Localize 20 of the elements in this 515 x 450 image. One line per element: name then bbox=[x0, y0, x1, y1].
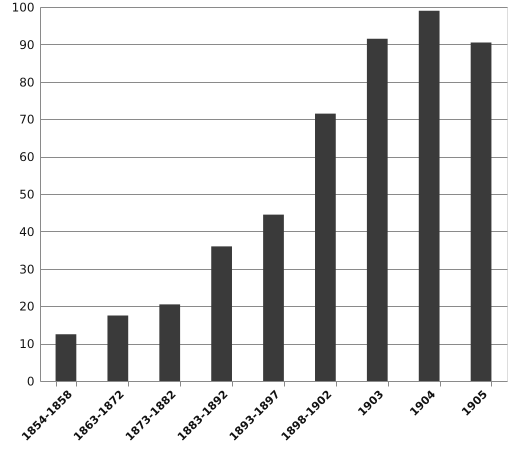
y-tick-label: 40 bbox=[19, 224, 34, 239]
y-tick-label: 100 bbox=[12, 0, 34, 14]
bar bbox=[418, 10, 440, 381]
bar bbox=[366, 38, 388, 381]
bar bbox=[263, 214, 284, 381]
y-tick-label: 80 bbox=[19, 75, 34, 90]
y-tick-label: 30 bbox=[19, 262, 34, 276]
bar bbox=[315, 114, 336, 381]
bar bbox=[211, 246, 232, 381]
bar bbox=[159, 304, 180, 381]
bar bbox=[107, 316, 128, 381]
y-tick-label: 10 bbox=[19, 337, 34, 352]
y-tick-label: 0 bbox=[26, 374, 34, 388]
y-tick-label: 70 bbox=[19, 112, 34, 127]
y-tick-label: 50 bbox=[19, 188, 34, 202]
bar bbox=[470, 42, 492, 381]
y-tick-label: 60 bbox=[19, 150, 34, 164]
bar bbox=[56, 334, 76, 381]
y-tick-label: 20 bbox=[19, 300, 34, 314]
y-tick-label: 90 bbox=[19, 38, 34, 52]
